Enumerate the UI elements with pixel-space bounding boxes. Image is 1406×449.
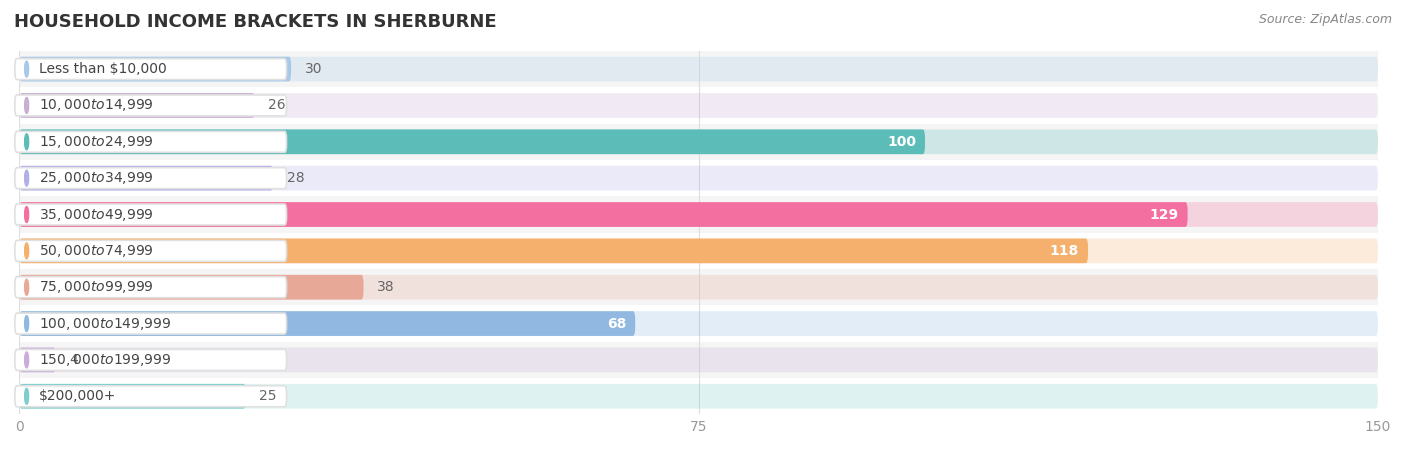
- FancyBboxPatch shape: [20, 384, 1378, 409]
- FancyBboxPatch shape: [20, 93, 1378, 118]
- FancyBboxPatch shape: [20, 57, 291, 81]
- Circle shape: [25, 243, 28, 259]
- FancyBboxPatch shape: [20, 275, 1378, 299]
- Circle shape: [25, 97, 28, 114]
- FancyBboxPatch shape: [20, 348, 1378, 372]
- FancyBboxPatch shape: [20, 166, 1378, 190]
- FancyBboxPatch shape: [15, 386, 287, 407]
- FancyBboxPatch shape: [15, 277, 287, 298]
- Bar: [20, 51, 1378, 87]
- Text: 68: 68: [607, 317, 626, 330]
- FancyBboxPatch shape: [20, 93, 254, 118]
- Text: $50,000 to $74,999: $50,000 to $74,999: [39, 243, 155, 259]
- FancyBboxPatch shape: [20, 275, 364, 299]
- FancyBboxPatch shape: [20, 166, 273, 190]
- Text: Less than $10,000: Less than $10,000: [39, 62, 167, 76]
- FancyBboxPatch shape: [20, 129, 1378, 154]
- Text: 26: 26: [269, 98, 285, 112]
- Bar: [20, 160, 1378, 196]
- Circle shape: [25, 388, 28, 404]
- Text: $15,000 to $24,999: $15,000 to $24,999: [39, 134, 155, 150]
- Circle shape: [25, 170, 28, 186]
- Bar: [20, 305, 1378, 342]
- FancyBboxPatch shape: [20, 348, 56, 372]
- FancyBboxPatch shape: [20, 57, 1378, 81]
- Text: 4: 4: [69, 353, 77, 367]
- FancyBboxPatch shape: [20, 238, 1088, 263]
- FancyBboxPatch shape: [20, 202, 1188, 227]
- Bar: [20, 196, 1378, 233]
- FancyBboxPatch shape: [20, 311, 636, 336]
- Text: 129: 129: [1150, 207, 1178, 221]
- FancyBboxPatch shape: [20, 384, 246, 409]
- Circle shape: [25, 61, 28, 77]
- Text: 30: 30: [305, 62, 322, 76]
- Text: 100: 100: [887, 135, 915, 149]
- Text: 38: 38: [377, 280, 395, 294]
- FancyBboxPatch shape: [15, 313, 287, 334]
- Circle shape: [25, 352, 28, 368]
- Bar: [20, 87, 1378, 123]
- FancyBboxPatch shape: [15, 167, 287, 189]
- FancyBboxPatch shape: [15, 58, 287, 79]
- Bar: [20, 342, 1378, 378]
- FancyBboxPatch shape: [15, 95, 287, 116]
- Text: Source: ZipAtlas.com: Source: ZipAtlas.com: [1258, 13, 1392, 26]
- Text: HOUSEHOLD INCOME BRACKETS IN SHERBURNE: HOUSEHOLD INCOME BRACKETS IN SHERBURNE: [14, 13, 496, 31]
- Text: 118: 118: [1050, 244, 1078, 258]
- Text: $150,000 to $199,999: $150,000 to $199,999: [39, 352, 172, 368]
- Text: $10,000 to $14,999: $10,000 to $14,999: [39, 97, 155, 114]
- Text: $200,000+: $200,000+: [39, 389, 117, 403]
- Bar: [20, 233, 1378, 269]
- FancyBboxPatch shape: [15, 204, 287, 225]
- Text: 28: 28: [287, 171, 304, 185]
- FancyBboxPatch shape: [20, 238, 1378, 263]
- FancyBboxPatch shape: [15, 349, 287, 370]
- Bar: [20, 269, 1378, 305]
- FancyBboxPatch shape: [15, 131, 287, 152]
- Text: $35,000 to $49,999: $35,000 to $49,999: [39, 207, 155, 223]
- FancyBboxPatch shape: [15, 240, 287, 261]
- Bar: [20, 123, 1378, 160]
- Text: $100,000 to $149,999: $100,000 to $149,999: [39, 316, 172, 331]
- Circle shape: [25, 207, 28, 223]
- FancyBboxPatch shape: [20, 129, 925, 154]
- Text: $75,000 to $99,999: $75,000 to $99,999: [39, 279, 155, 295]
- Text: $25,000 to $34,999: $25,000 to $34,999: [39, 170, 155, 186]
- FancyBboxPatch shape: [20, 311, 1378, 336]
- FancyBboxPatch shape: [20, 202, 1378, 227]
- Bar: [20, 378, 1378, 414]
- Circle shape: [25, 316, 28, 331]
- Circle shape: [25, 279, 28, 295]
- Text: 25: 25: [259, 389, 277, 403]
- Circle shape: [25, 134, 28, 150]
